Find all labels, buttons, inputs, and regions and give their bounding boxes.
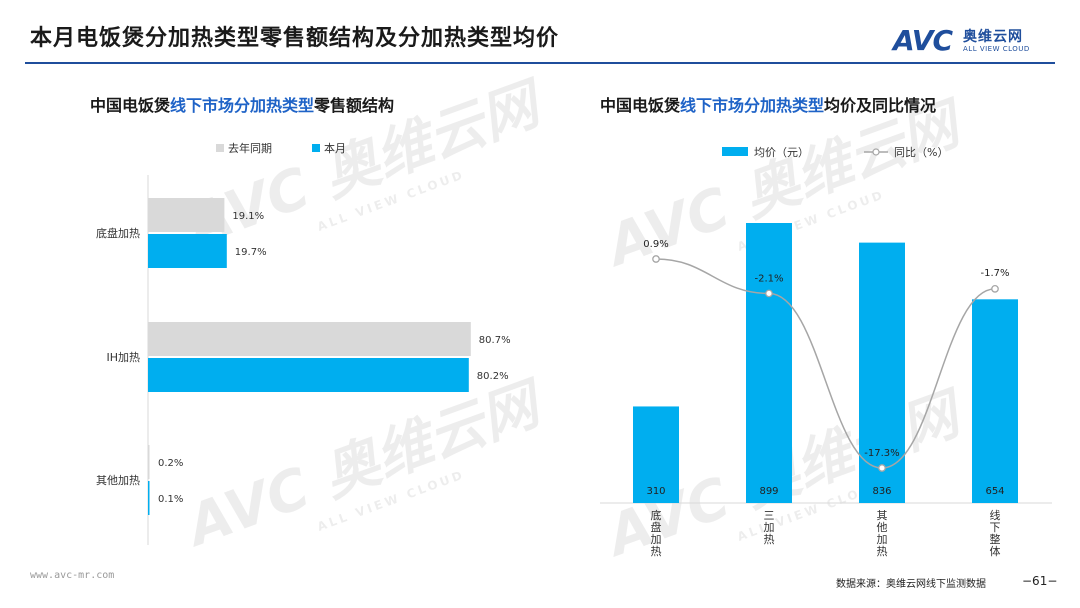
legend-swatch-last-year: [216, 144, 224, 152]
header-rule: [25, 62, 1055, 64]
bar-value-label: 899: [759, 486, 778, 497]
bar-this-month: [148, 234, 227, 268]
data-label: 19.1%: [232, 211, 264, 222]
category-label: 底盘加热: [96, 226, 140, 240]
logo-cn: 奥维云网: [963, 29, 1023, 45]
legend-label-this-month: 本月: [324, 141, 346, 155]
page-number: −61−: [1022, 574, 1058, 588]
yoy-label: 0.9%: [643, 239, 668, 250]
bar-this-month: [148, 358, 469, 392]
category-label: IH加热: [106, 351, 140, 364]
yoy-label: -1.7%: [980, 268, 1009, 279]
bar-avg-price: [633, 406, 679, 503]
page-title: 本月电饭煲分加热类型零售额结构及分加热类型均价: [30, 26, 560, 51]
yoy-point: [991, 285, 999, 293]
bar-avg-price: [859, 242, 905, 503]
category-label: 其他加热: [877, 509, 888, 558]
logo-mark: AVC: [893, 24, 953, 57]
legend-swatch-avg-price: [722, 147, 748, 156]
right-chart-title: 中国电饭煲线下市场分加热类型均价及同比情况: [600, 96, 937, 115]
bar-value-label: 310: [646, 486, 665, 497]
legend-label-avg-price: 均价（元）: [754, 146, 809, 159]
legend-label-yoy: 同比（%）: [894, 146, 948, 159]
data-source: 数据来源：奥维云网线下监测数据: [836, 579, 986, 590]
yoy-point: [765, 289, 773, 298]
bar-value-label: 654: [985, 486, 1004, 497]
logo-en: ALL VIEW CLOUD: [963, 45, 1030, 53]
category-label: 底盘加热: [651, 508, 662, 558]
data-label: 19.7%: [235, 247, 267, 258]
yoy-point: [652, 255, 660, 263]
category-label: 线下整体: [990, 508, 1001, 558]
right-chart: 均价（元） 同比（%） 310 899 836 654 底盘加热 三加热 其他加热 线下整体 0.9…: [600, 146, 1052, 558]
bar-value-label: 836: [872, 486, 891, 497]
data-label: 0.2%: [158, 458, 183, 469]
bar-this-month: [148, 481, 150, 515]
bar-avg-price: [746, 223, 792, 503]
yoy-line: [655, 258, 996, 469]
data-label: 80.2%: [477, 371, 509, 382]
category-label: 三加热: [764, 509, 775, 546]
bar-last-year: [148, 198, 225, 232]
left-chart-title: 中国电饭煲线下市场分加热类型零售额结构: [90, 96, 395, 115]
data-label: 80.7%: [479, 335, 511, 346]
bar-avg-price: [972, 299, 1018, 503]
legend-label-last-year: 去年同期: [228, 141, 272, 155]
legend-swatch-this-month: [312, 144, 320, 152]
yoy-label: -2.1%: [754, 273, 783, 284]
legend-marker-yoy: [872, 148, 880, 156]
bar-last-year: [148, 322, 471, 356]
footer-url: www.avc-mr.com: [30, 570, 115, 581]
category-label: 其他加热: [96, 474, 140, 487]
yoy-point: [878, 464, 886, 472]
yoy-label: -17.3%: [864, 448, 899, 459]
avc-logo: AVC 奥维云网 ALL VIEW CLOUD: [893, 24, 1053, 58]
data-label: 0.1%: [158, 494, 183, 505]
bar-last-year: [148, 445, 150, 479]
